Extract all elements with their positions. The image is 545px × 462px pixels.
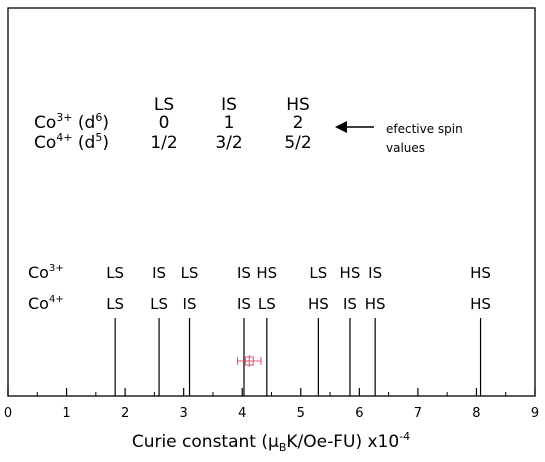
- co3-state-label: LS: [309, 264, 327, 282]
- plot-frame: [7, 7, 536, 397]
- co4-state-label: HS: [365, 295, 386, 313]
- co3-state-label: HS: [340, 264, 361, 282]
- annotation-line1: efective spin: [386, 122, 463, 136]
- row-label-co3-charge: 3+: [49, 263, 64, 274]
- measured-point: [237, 355, 262, 367]
- spin-co4-hs: 5/2: [284, 133, 311, 153]
- annotation-line2: values: [386, 141, 425, 155]
- data-point-marker: [244, 356, 254, 366]
- x-tick-label: 2: [121, 406, 129, 421]
- spin-header-ls: LS: [154, 95, 174, 115]
- spin-co3-ls: 0: [159, 113, 170, 133]
- row-label-co3-ion: Co: [28, 263, 49, 282]
- x-axis: 0 1 2 3 4 5 6 7 8 9: [4, 388, 539, 421]
- co3-state-label: LS: [181, 264, 199, 282]
- co4-state-label: HS: [470, 295, 491, 313]
- x-tick-label: 0: [4, 406, 12, 421]
- spin-co4-is: 3/2: [215, 133, 242, 153]
- spin-row-co4-config-exp: 5: [95, 131, 102, 144]
- spin-row-co4-config-close: ): [102, 133, 109, 153]
- x-axis-title-prefix: Curie constant (: [132, 432, 268, 452]
- spin-row-co4-label: Co4+ (d5): [34, 131, 109, 153]
- x-tick-label: 4: [238, 406, 246, 421]
- co4-state-label: IS: [183, 295, 197, 313]
- x-tick-label: 8: [472, 406, 480, 421]
- annotation-arrow-head: [335, 121, 347, 133]
- row-label-co4: Co4+: [28, 294, 64, 313]
- spin-table: LS IS HS Co3+ (d6) 0 1 2 Co4+ (d5) 1/2 3…: [34, 95, 463, 155]
- x-axis-title: Curie constant (μBK/Oe-FU) x10-4: [132, 430, 410, 454]
- spin-row-co3-config-close: ): [102, 113, 109, 133]
- row-label-co3: Co3+: [28, 263, 64, 282]
- co3-state-label: IS: [152, 264, 166, 282]
- spin-row-co3-charge: 3+: [56, 111, 72, 124]
- co3-state-label: IS: [237, 264, 251, 282]
- x-axis-title-mid: K/Oe-FU) x10: [286, 432, 399, 452]
- x-tick-label: 9: [531, 406, 539, 421]
- x-tick-label: 3: [180, 406, 188, 421]
- co4-state-label: LS: [150, 295, 168, 313]
- spin-co4-ls: 1/2: [150, 133, 177, 153]
- co3-state-label: HS: [470, 264, 491, 282]
- spin-co3-hs: 2: [293, 113, 304, 133]
- co4-state-label: LS: [258, 295, 276, 313]
- spin-row-co3-label: Co3+ (d6): [34, 111, 109, 133]
- x-axis-title-sub: B: [279, 441, 287, 454]
- co4-state-label: IS: [343, 295, 357, 313]
- co4-state-label: IS: [237, 295, 251, 313]
- x-tick-label: 7: [414, 406, 422, 421]
- spin-row-co4-ion: Co: [34, 133, 56, 153]
- co3-state-label: IS: [368, 264, 382, 282]
- co4-state-label: HS: [308, 295, 329, 313]
- co4-state-label: LS: [106, 295, 124, 313]
- spin-row-co3-ion: Co: [34, 113, 56, 133]
- spin-row-co4-config-open: (d: [73, 133, 96, 153]
- spin-header-is: IS: [221, 95, 237, 115]
- spin-header-hs: HS: [286, 95, 310, 115]
- row-labels: Co3+ Co4+: [28, 263, 64, 313]
- row-label-co4-ion: Co: [28, 294, 49, 313]
- spin-row-co4-charge: 4+: [56, 131, 72, 144]
- spin-row-co3-config-open: (d: [73, 113, 96, 133]
- x-tick-label: 5: [297, 406, 305, 421]
- co3-state-label: LS: [106, 264, 124, 282]
- x-axis-title-exp: -4: [399, 430, 410, 443]
- co3-state-label: HS: [256, 264, 277, 282]
- x-tick-label: 6: [355, 406, 363, 421]
- row-label-co4-charge: 4+: [49, 294, 64, 305]
- spin-co3-is: 1: [224, 113, 235, 133]
- spin-row-co3-config-exp: 6: [95, 111, 102, 124]
- x-axis-title-mu: μ: [268, 432, 279, 452]
- x-tick-label: 1: [62, 406, 70, 421]
